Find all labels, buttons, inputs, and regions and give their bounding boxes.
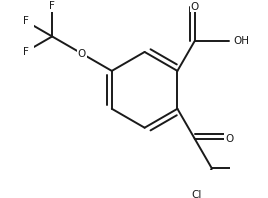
Text: O: O — [225, 134, 233, 144]
Text: Cl: Cl — [192, 190, 202, 198]
Text: F: F — [23, 16, 29, 26]
Text: F: F — [49, 1, 55, 11]
Text: O: O — [78, 49, 86, 59]
Text: F: F — [23, 47, 29, 57]
Text: O: O — [191, 2, 199, 12]
Text: OH: OH — [234, 36, 250, 46]
